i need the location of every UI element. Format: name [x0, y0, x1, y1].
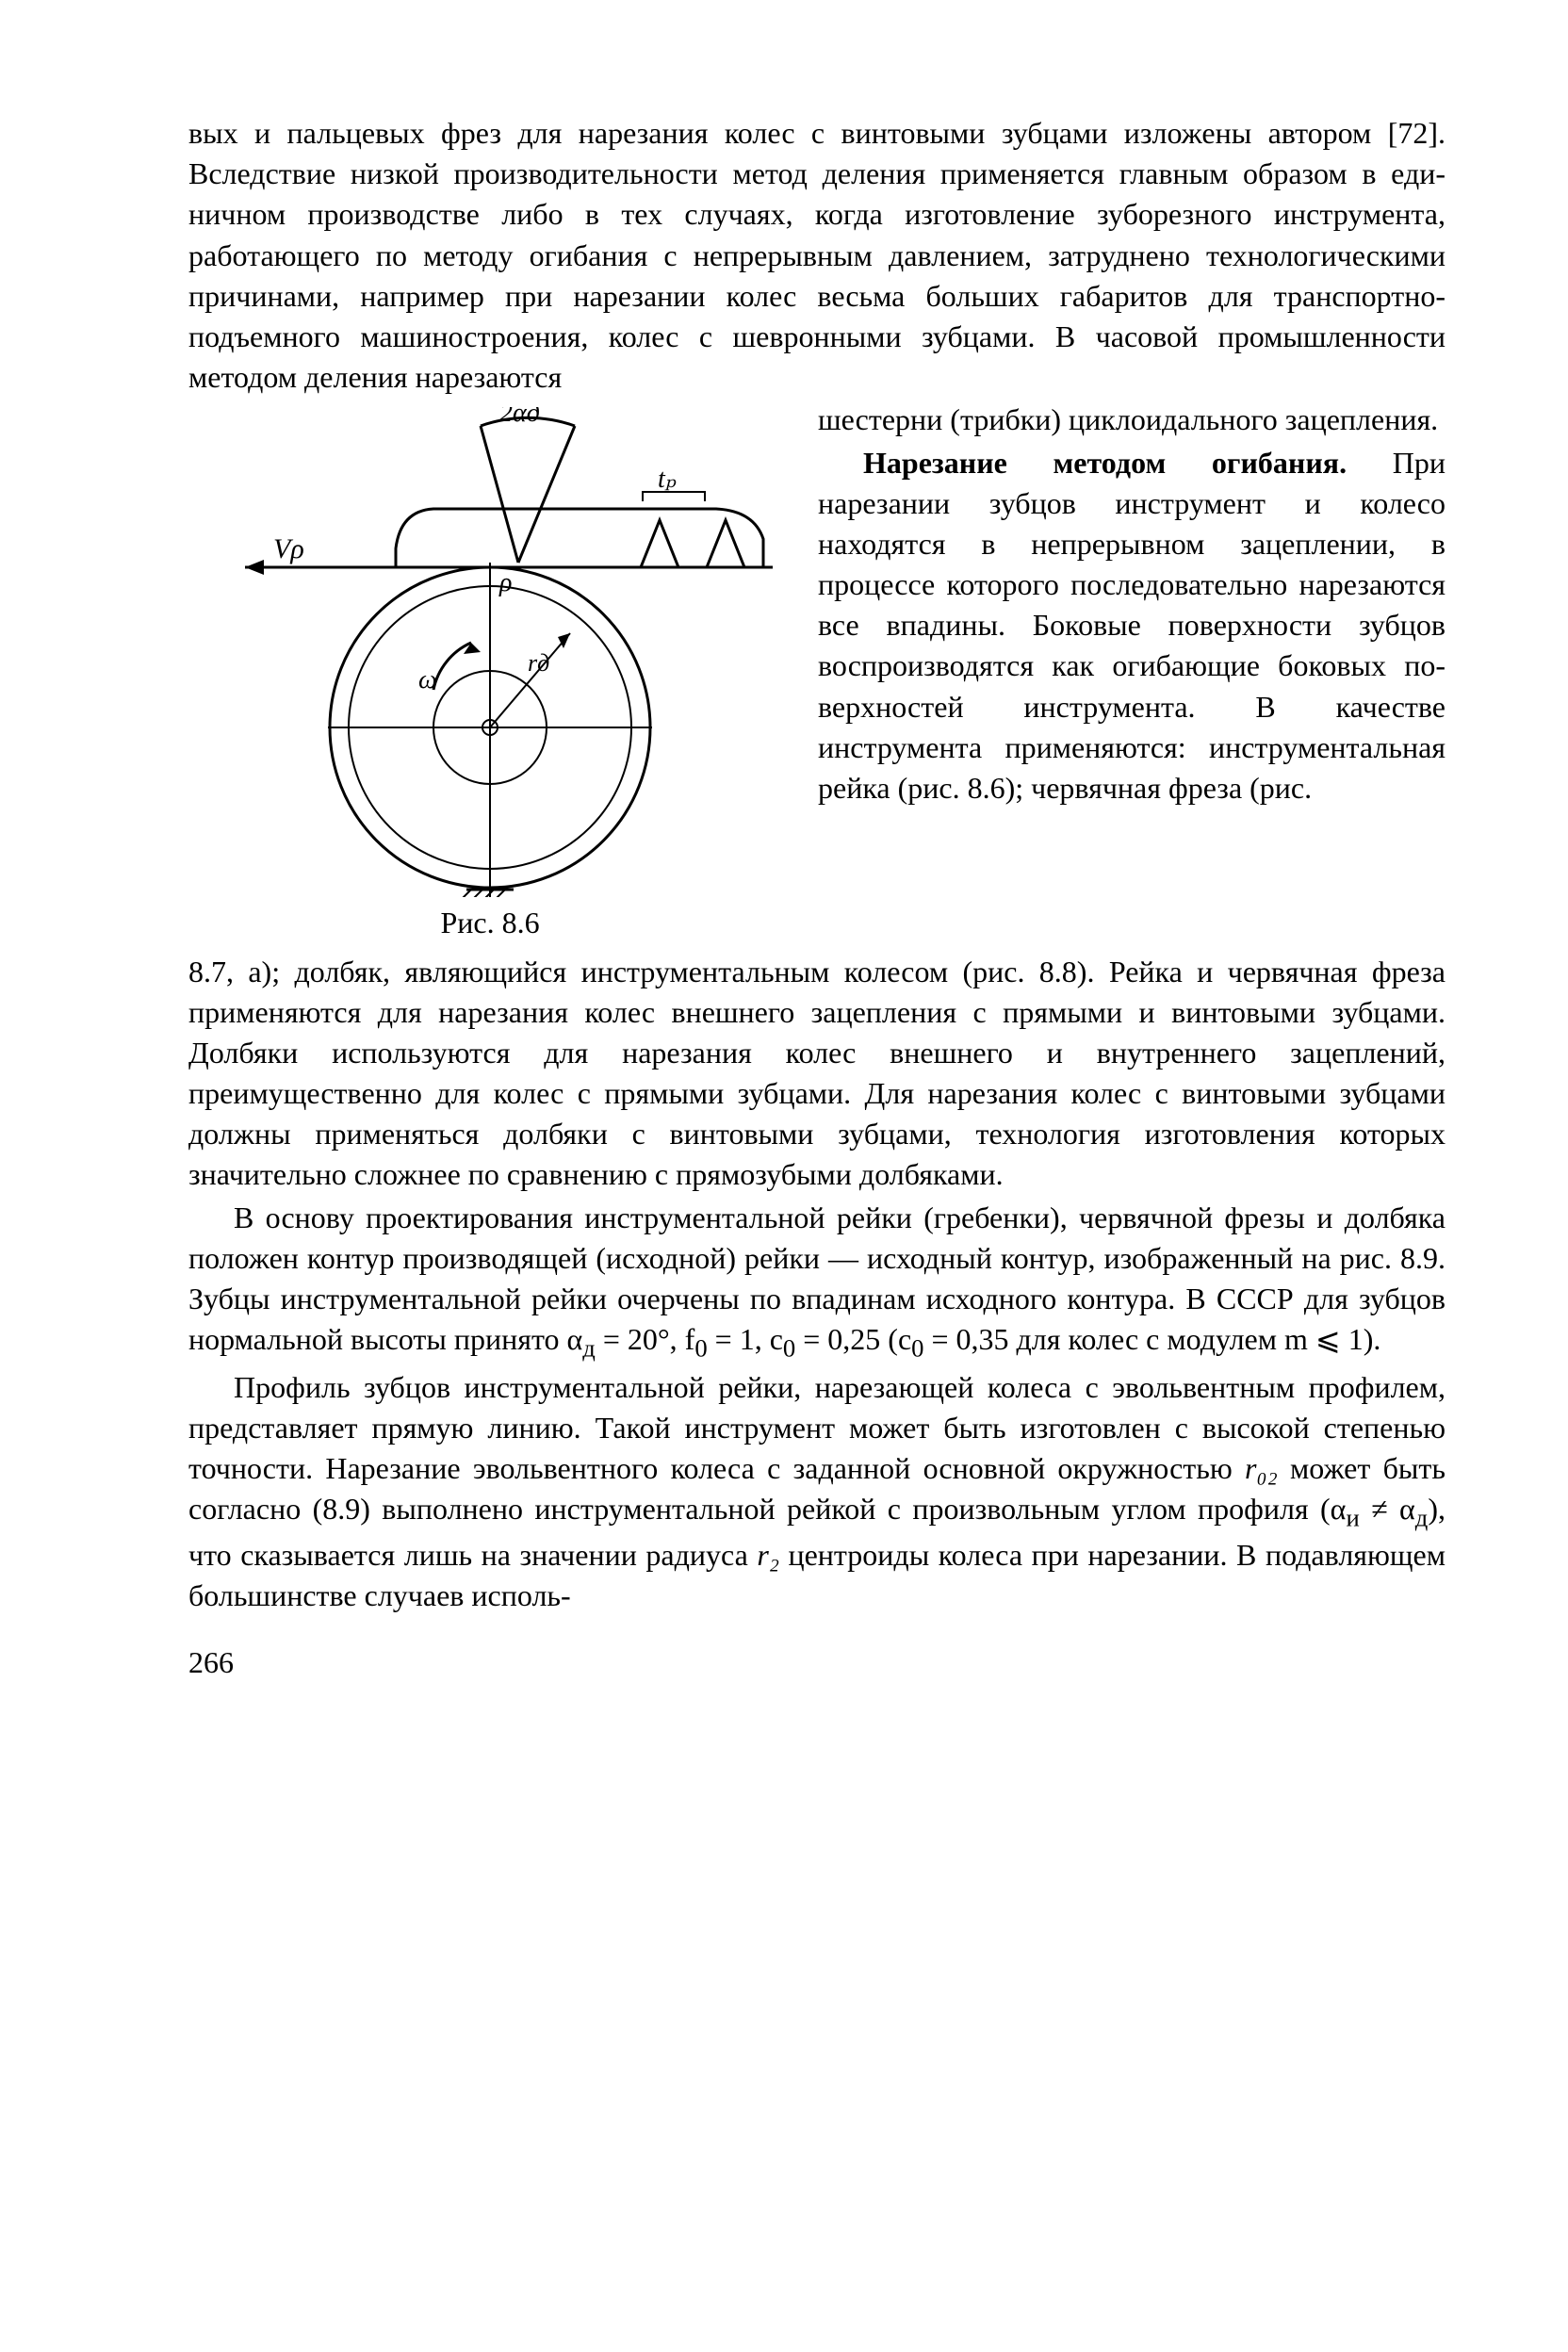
- figure-8-6-svg: Vρ tₚ 2αд ρ ω: [188, 407, 792, 897]
- p3b: = 20°, f: [596, 1322, 695, 1356]
- p4c: ≠ α: [1360, 1492, 1415, 1526]
- paragraph-1: вых и пальцевых фрез для нарезания колес…: [188, 113, 1446, 398]
- label-rho: ρ: [498, 568, 512, 597]
- p3d: = 0,25 (c: [795, 1322, 911, 1356]
- label-vrho: Vρ: [273, 533, 304, 564]
- figure-8-6: Vρ tₚ 2αд ρ ω: [188, 407, 792, 943]
- right-col-2-text: При нарезании зуб­цов инструмент и колес…: [818, 446, 1446, 806]
- sub-d: д: [582, 1334, 596, 1363]
- sub-d-2: д: [1415, 1504, 1429, 1532]
- r2: r₂: [757, 1538, 779, 1572]
- sub-0-c: 0: [911, 1334, 923, 1363]
- r02: r₀₂: [1245, 1451, 1278, 1485]
- sub-i: и: [1346, 1504, 1359, 1532]
- sub-0-a: 0: [694, 1334, 707, 1363]
- page-number: 266: [188, 1642, 1446, 1683]
- label-two-alpha: 2αд: [499, 407, 540, 428]
- sub-0-b: 0: [783, 1334, 795, 1363]
- paragraph-3: В основу проектирования инструментальной…: [188, 1198, 1446, 1365]
- label-omega: ω: [418, 665, 437, 694]
- p3c: = 1, c: [708, 1322, 783, 1356]
- p3e: = 0,35 для колес с модулем m ⩽ 1).: [923, 1322, 1380, 1356]
- paragraph-4: Профиль зубцов инструментальной рейки, н…: [188, 1367, 1446, 1616]
- page: вых и пальцевых фрез для нарезания колес…: [0, 0, 1568, 1758]
- label-tp: tₚ: [658, 465, 677, 494]
- heading-ogibanie: Нарезание методом оги­бания.: [863, 446, 1347, 480]
- figure-caption: Рис. 8.6: [188, 903, 792, 943]
- label-rd: rд: [528, 649, 549, 677]
- paragraph-2: 8.7, а); долбяк, являющийся инструментал…: [188, 952, 1446, 1196]
